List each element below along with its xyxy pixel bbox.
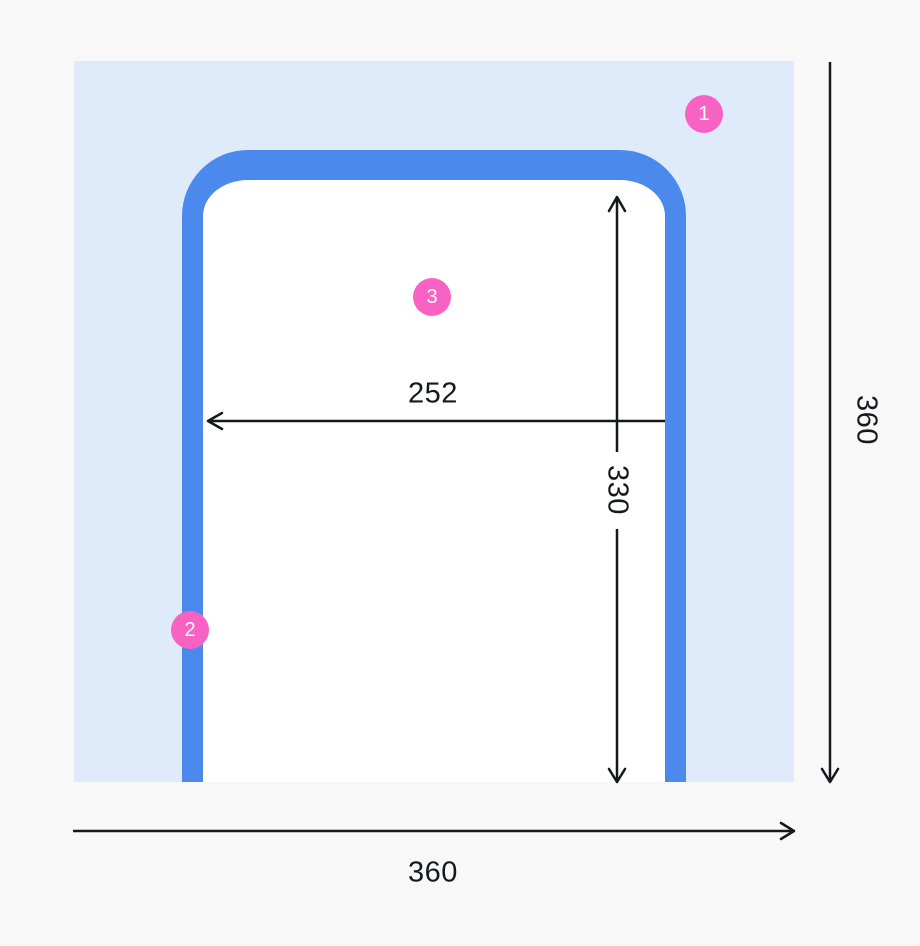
dimension-label-outer-width: 360: [408, 856, 458, 889]
marker-1-badge: 1: [685, 95, 723, 133]
marker-2-badge: 2: [171, 611, 209, 649]
marker-3-label: 3: [426, 286, 438, 308]
marker-1-label: 1: [698, 103, 710, 125]
outer-width-arrowhead-right-icon: [779, 821, 796, 841]
dimension-label-outer-height: 360: [850, 395, 883, 445]
outer-height-arrowhead-down-icon: [820, 767, 840, 784]
dimension-label-inner-height: 330: [601, 465, 634, 515]
marker-2-label: 2: [184, 619, 196, 641]
dimension-label-inner-width: 252: [408, 377, 458, 410]
marker-3-badge: 3: [413, 278, 451, 316]
device-frame-border: [182, 150, 686, 782]
